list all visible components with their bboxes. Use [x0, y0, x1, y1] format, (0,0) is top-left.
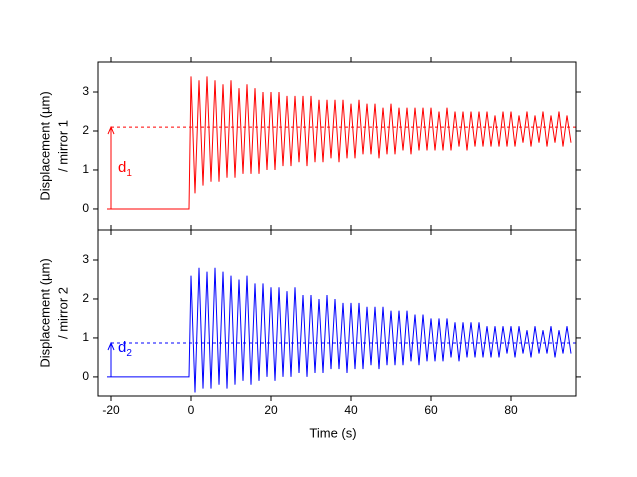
x-tick-label: 40	[344, 403, 358, 417]
y-tick-label: 1	[82, 330, 89, 344]
x-tick-label: 80	[504, 403, 518, 417]
annotation-label: d1	[118, 159, 132, 179]
y-axis-title: Displacement (µm)	[37, 258, 52, 367]
x-tick-label: -20	[102, 403, 120, 417]
y-tick-label: 2	[82, 123, 89, 137]
data-line	[107, 76, 572, 210]
arrow-head	[107, 341, 115, 351]
x-tick-label: 0	[188, 403, 195, 417]
y-tick-label: 2	[82, 291, 89, 305]
plot-frame	[97, 61, 577, 231]
y-axis-title: / mirror 1	[55, 120, 70, 172]
y-tick-label: 1	[82, 162, 89, 176]
y-tick-label: 3	[82, 84, 89, 98]
annotation-subscript: 1	[126, 168, 132, 179]
annotation-subscript: 2	[126, 348, 132, 359]
arrow-head	[107, 125, 115, 135]
y-tick-label: 0	[82, 201, 89, 215]
x-tick-label: 20	[264, 403, 278, 417]
annotation-label: d2	[118, 339, 132, 359]
y-tick-label: 3	[82, 252, 89, 266]
plot-frame	[97, 229, 577, 397]
y-axis-title: Displacement (µm)	[37, 91, 52, 200]
y-tick-label: 0	[82, 369, 89, 383]
data-line	[107, 267, 572, 393]
x-axis-title: Time (s)	[309, 425, 356, 440]
y-axis-title: / mirror 2	[55, 287, 70, 339]
x-tick-label: 60	[424, 403, 438, 417]
annotation-text: d	[118, 159, 126, 176]
annotation-text: d	[118, 339, 126, 356]
